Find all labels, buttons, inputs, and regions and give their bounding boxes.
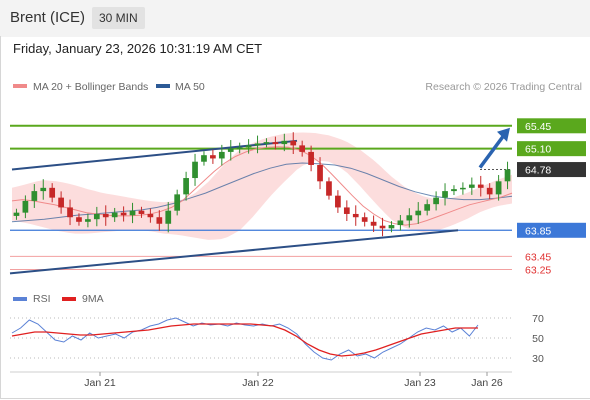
rsi-legend-swatch bbox=[13, 297, 27, 301]
timeframe-button[interactable]: 30 MIN bbox=[92, 7, 145, 29]
candle-body bbox=[102, 213, 109, 218]
candle-body bbox=[370, 221, 377, 226]
rsi-line bbox=[11, 317, 479, 361]
candle-body bbox=[343, 207, 350, 214]
candle-body bbox=[183, 178, 189, 195]
candle-body bbox=[218, 151, 225, 159]
candle-body bbox=[451, 189, 457, 192]
x-tick-label-2: Jan 23 bbox=[404, 377, 436, 389]
projection-arrow-shaft bbox=[478, 132, 507, 169]
candle-body bbox=[147, 213, 154, 218]
candle-body bbox=[486, 187, 493, 195]
candle-body bbox=[67, 207, 73, 218]
candle-body bbox=[442, 191, 448, 198]
candle-body bbox=[85, 219, 91, 222]
rsi-legend-label: RSI bbox=[33, 293, 51, 305]
level-label-1: 65.10 bbox=[525, 144, 551, 156]
candle-body bbox=[156, 217, 163, 224]
candle-body bbox=[424, 204, 431, 211]
candle-body bbox=[111, 212, 118, 218]
ma50-legend-swatch bbox=[156, 84, 170, 88]
chart-frame bbox=[0, 36, 590, 399]
ma50-legend-label: MA 50 bbox=[175, 81, 205, 93]
copyright-text: Research © 2026 Trading Central bbox=[425, 81, 582, 93]
candle-body bbox=[272, 142, 279, 145]
rsi-tick-30: 30 bbox=[532, 353, 544, 365]
rsi-ma-line bbox=[11, 323, 478, 357]
candle-body bbox=[40, 187, 47, 192]
candle-body bbox=[236, 147, 243, 149]
candle-body bbox=[433, 197, 439, 205]
candle-body bbox=[495, 181, 502, 195]
candle-body bbox=[210, 155, 216, 159]
ma20-legend-label: MA 20 + Bollinger Bands bbox=[33, 81, 148, 93]
ma20-legend-swatch bbox=[13, 84, 27, 88]
candle-body bbox=[361, 217, 368, 222]
rsi-ma-legend-label: 9MA bbox=[82, 293, 104, 305]
level-label-5: 63.25 bbox=[525, 264, 551, 276]
level-label-3: 63.85 bbox=[525, 225, 551, 237]
candle-body bbox=[308, 151, 314, 165]
candle-body bbox=[468, 184, 475, 188]
candle-body bbox=[138, 210, 145, 214]
candle-body bbox=[299, 145, 306, 152]
lower-trendline bbox=[9, 229, 459, 275]
bollinger-band-area bbox=[12, 132, 512, 240]
candle-body bbox=[415, 210, 422, 216]
candle-body bbox=[326, 181, 332, 196]
level-label-0: 65.45 bbox=[525, 121, 551, 133]
candle-body bbox=[281, 140, 288, 145]
candle-body bbox=[192, 161, 198, 179]
candle-body bbox=[22, 200, 29, 213]
candle-body bbox=[406, 215, 413, 221]
candle-body bbox=[477, 184, 484, 188]
level-label-2: 64.78 bbox=[525, 165, 551, 177]
candle-body bbox=[13, 212, 20, 216]
timestamp: Friday, January 23, 2026 10:31:19 AM CET bbox=[13, 41, 263, 56]
candle-body bbox=[174, 194, 181, 211]
candle-body bbox=[58, 197, 64, 208]
candle-body bbox=[397, 220, 404, 226]
candle-body bbox=[245, 145, 252, 148]
candle-body bbox=[460, 187, 466, 190]
projection-arrow-head bbox=[497, 127, 510, 142]
candle-body bbox=[76, 217, 82, 222]
candle-body bbox=[263, 142, 270, 144]
rsi-tick-70: 70 bbox=[532, 313, 544, 325]
candle-body bbox=[254, 143, 261, 146]
candle-body bbox=[129, 210, 136, 216]
x-tick-label-3: Jan 26 bbox=[471, 377, 503, 389]
candle-body bbox=[227, 148, 234, 152]
x-tick-label-0: Jan 21 bbox=[84, 377, 116, 389]
candle-body bbox=[504, 169, 511, 182]
candle-body bbox=[201, 155, 207, 162]
rsi-ma-legend-swatch bbox=[62, 297, 76, 301]
candle-body bbox=[352, 213, 359, 218]
rsi-tick-50: 50 bbox=[532, 333, 544, 345]
x-tick-label-1: Jan 22 bbox=[242, 377, 274, 389]
level-tag-3 bbox=[517, 222, 586, 238]
candle-body bbox=[120, 212, 127, 216]
candle-body bbox=[317, 164, 323, 182]
level-label-4: 63.45 bbox=[525, 251, 551, 263]
ma20-line bbox=[11, 146, 513, 226]
candle-body bbox=[49, 187, 56, 198]
instrument-title: Brent (ICE) bbox=[10, 9, 86, 26]
candle-body bbox=[31, 191, 38, 201]
candle-body bbox=[165, 210, 172, 224]
candle-body bbox=[335, 195, 341, 208]
candle-body bbox=[379, 225, 386, 229]
level-tag-0 bbox=[517, 118, 586, 134]
candle-body bbox=[93, 213, 100, 220]
candle-body bbox=[290, 140, 297, 146]
level-tag-2 bbox=[517, 162, 586, 178]
level-tag-1 bbox=[517, 141, 586, 157]
candle-body bbox=[388, 225, 395, 229]
